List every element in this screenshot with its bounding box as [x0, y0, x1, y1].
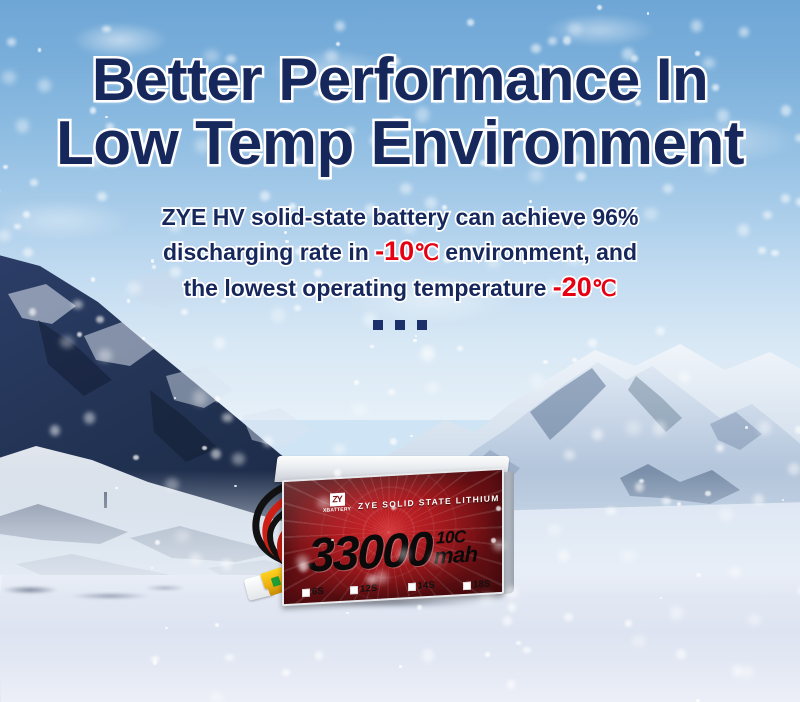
battery-capacity: 33000 — [308, 522, 432, 583]
cell-option-18s[interactable]: 18S — [463, 579, 491, 592]
battery-label-face: ZY XBATTERY ZYE SOLID STATE LITHIUM BATT… — [282, 467, 504, 607]
temp-value-min: -20 — [551, 270, 594, 304]
degree-celsius-icon: ℃ — [590, 274, 618, 303]
cell-option-14s[interactable]: 14S — [407, 579, 436, 593]
checkbox-icon[interactable] — [407, 582, 416, 591]
ellipsis-dot — [417, 320, 427, 330]
subtitle: ZYE HV solid-state battery can achieve 9… — [0, 200, 800, 306]
snow-debris — [0, 582, 190, 608]
battery-product: ZY XBATTERY ZYE SOLID STATE LITHIUM BATT… — [243, 456, 516, 608]
subtitle-line-2-pre: discharging rate in — [161, 237, 376, 267]
checkbox-icon[interactable] — [302, 588, 310, 597]
subtitle-line-3-pre: the lowest operating temperature — [182, 273, 553, 303]
ellipsis-dot — [395, 320, 405, 330]
battery-capacity-unit: mah — [434, 541, 478, 569]
ellipsis-separator — [0, 320, 800, 330]
subtitle-line-1: ZYE HV solid-state battery can achieve 9… — [160, 202, 640, 232]
headline-line-2: Low Temp Environment — [53, 109, 747, 178]
checkbox-icon[interactable] — [350, 585, 359, 594]
cell-option-6s[interactable]: 6S — [302, 586, 324, 598]
temp-value-low: -10 — [373, 234, 416, 268]
headline-line-1: Better Performance In — [89, 45, 711, 114]
cell-option-label: 12S — [360, 582, 378, 595]
checkbox-icon[interactable] — [463, 581, 472, 590]
subtitle-line-2-post: environment, and — [438, 237, 639, 267]
logo-mark: ZY — [329, 492, 345, 507]
brand-logo: ZY XBATTERY — [320, 492, 354, 514]
cell-option-label: 18S — [473, 578, 491, 591]
degree-celsius-icon: ℃ — [412, 238, 440, 267]
ellipsis-dot — [373, 320, 383, 330]
subtitle-line-3: the lowest operating temperature -20℃ — [0, 270, 800, 306]
cell-option-label: 14S — [417, 579, 436, 592]
page-title: Better Performance In Low Temp Environme… — [0, 45, 800, 178]
cell-option-12s[interactable]: 12S — [350, 583, 378, 596]
cell-option-label: 6S — [312, 585, 325, 598]
subtitle-line-2: discharging rate in -10℃ environment, an… — [0, 234, 800, 270]
